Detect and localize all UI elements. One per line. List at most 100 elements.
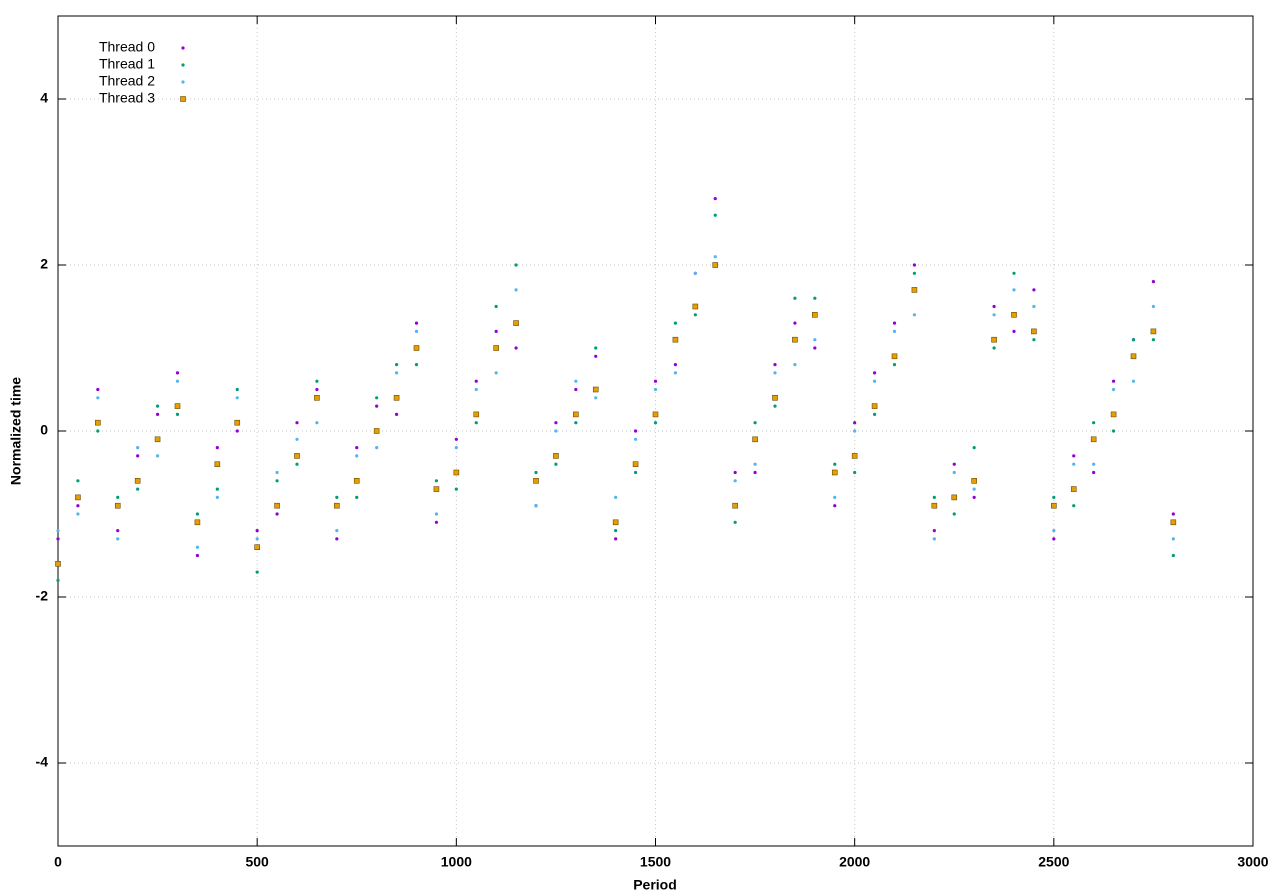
point bbox=[653, 379, 658, 383]
point bbox=[1072, 462, 1076, 466]
point bbox=[454, 446, 458, 450]
point bbox=[454, 487, 458, 491]
point bbox=[1092, 421, 1096, 425]
point bbox=[254, 544, 260, 551]
point bbox=[155, 454, 160, 458]
y-tick-label: -2 bbox=[36, 588, 49, 604]
point bbox=[235, 396, 239, 400]
point bbox=[414, 329, 419, 333]
point bbox=[633, 470, 638, 475]
point bbox=[912, 263, 917, 267]
point bbox=[812, 311, 818, 318]
point bbox=[494, 304, 498, 309]
point bbox=[713, 255, 717, 259]
y-tick-label: 2 bbox=[40, 256, 48, 272]
point bbox=[833, 504, 837, 508]
point bbox=[116, 529, 120, 533]
point bbox=[413, 345, 420, 351]
point bbox=[76, 504, 80, 508]
point bbox=[632, 461, 639, 468]
point bbox=[394, 363, 399, 367]
point bbox=[474, 387, 478, 392]
point bbox=[116, 537, 120, 541]
x-axis-label: Period bbox=[633, 877, 677, 893]
point bbox=[614, 529, 618, 533]
point bbox=[892, 363, 897, 367]
legend-label: Thread 3 bbox=[99, 90, 155, 106]
point bbox=[853, 429, 857, 433]
point bbox=[574, 387, 578, 392]
point bbox=[932, 537, 936, 541]
y-tick-label: 4 bbox=[40, 90, 48, 106]
point bbox=[373, 428, 380, 434]
point bbox=[136, 487, 140, 491]
point bbox=[334, 502, 340, 509]
x-tick-label: 2000 bbox=[839, 854, 870, 870]
point bbox=[1052, 529, 1056, 533]
point bbox=[215, 487, 219, 491]
point bbox=[75, 494, 81, 501]
point bbox=[614, 537, 618, 541]
legend-marker bbox=[181, 46, 185, 50]
point bbox=[633, 429, 638, 433]
point bbox=[553, 453, 559, 459]
point bbox=[234, 419, 241, 426]
point bbox=[673, 371, 678, 375]
point bbox=[136, 454, 140, 458]
point bbox=[773, 363, 777, 367]
point bbox=[813, 346, 817, 350]
point bbox=[992, 346, 996, 350]
point bbox=[872, 412, 877, 416]
point bbox=[335, 495, 339, 499]
point bbox=[1131, 338, 1136, 342]
point bbox=[693, 313, 697, 317]
point bbox=[554, 421, 558, 425]
point bbox=[911, 287, 918, 293]
point bbox=[195, 545, 200, 549]
point bbox=[1032, 304, 1036, 309]
point bbox=[215, 495, 219, 499]
point bbox=[1012, 329, 1016, 333]
point bbox=[972, 487, 976, 491]
point bbox=[315, 421, 319, 425]
legend-label: Thread 0 bbox=[99, 39, 155, 55]
point bbox=[992, 304, 996, 309]
point bbox=[195, 512, 200, 516]
legend-label: Thread 1 bbox=[99, 56, 155, 72]
point bbox=[375, 396, 379, 400]
x-tick-label: 3000 bbox=[1237, 854, 1268, 870]
point bbox=[335, 529, 339, 533]
point bbox=[692, 303, 699, 310]
point bbox=[753, 462, 757, 466]
point bbox=[733, 470, 737, 475]
point bbox=[653, 421, 658, 425]
point bbox=[214, 461, 221, 468]
point bbox=[314, 394, 320, 401]
point bbox=[833, 462, 837, 466]
point bbox=[375, 404, 379, 408]
point bbox=[792, 336, 798, 343]
point bbox=[851, 453, 858, 459]
x-tick-label: 1000 bbox=[441, 854, 472, 870]
point bbox=[891, 353, 898, 360]
point bbox=[96, 387, 100, 392]
point bbox=[514, 288, 518, 292]
point bbox=[155, 404, 160, 408]
point bbox=[1111, 387, 1116, 392]
point bbox=[952, 512, 956, 516]
point bbox=[713, 213, 717, 217]
point bbox=[1092, 470, 1096, 475]
point bbox=[1110, 411, 1117, 418]
point bbox=[971, 477, 977, 484]
point bbox=[871, 403, 878, 409]
x-tick-label: 500 bbox=[245, 854, 269, 870]
point bbox=[394, 371, 399, 375]
legend-label: Thread 2 bbox=[99, 73, 155, 89]
point bbox=[114, 502, 121, 509]
point bbox=[194, 519, 201, 526]
point bbox=[195, 553, 200, 558]
point bbox=[673, 321, 678, 325]
point bbox=[693, 271, 697, 275]
point bbox=[175, 371, 180, 375]
point bbox=[533, 477, 539, 484]
